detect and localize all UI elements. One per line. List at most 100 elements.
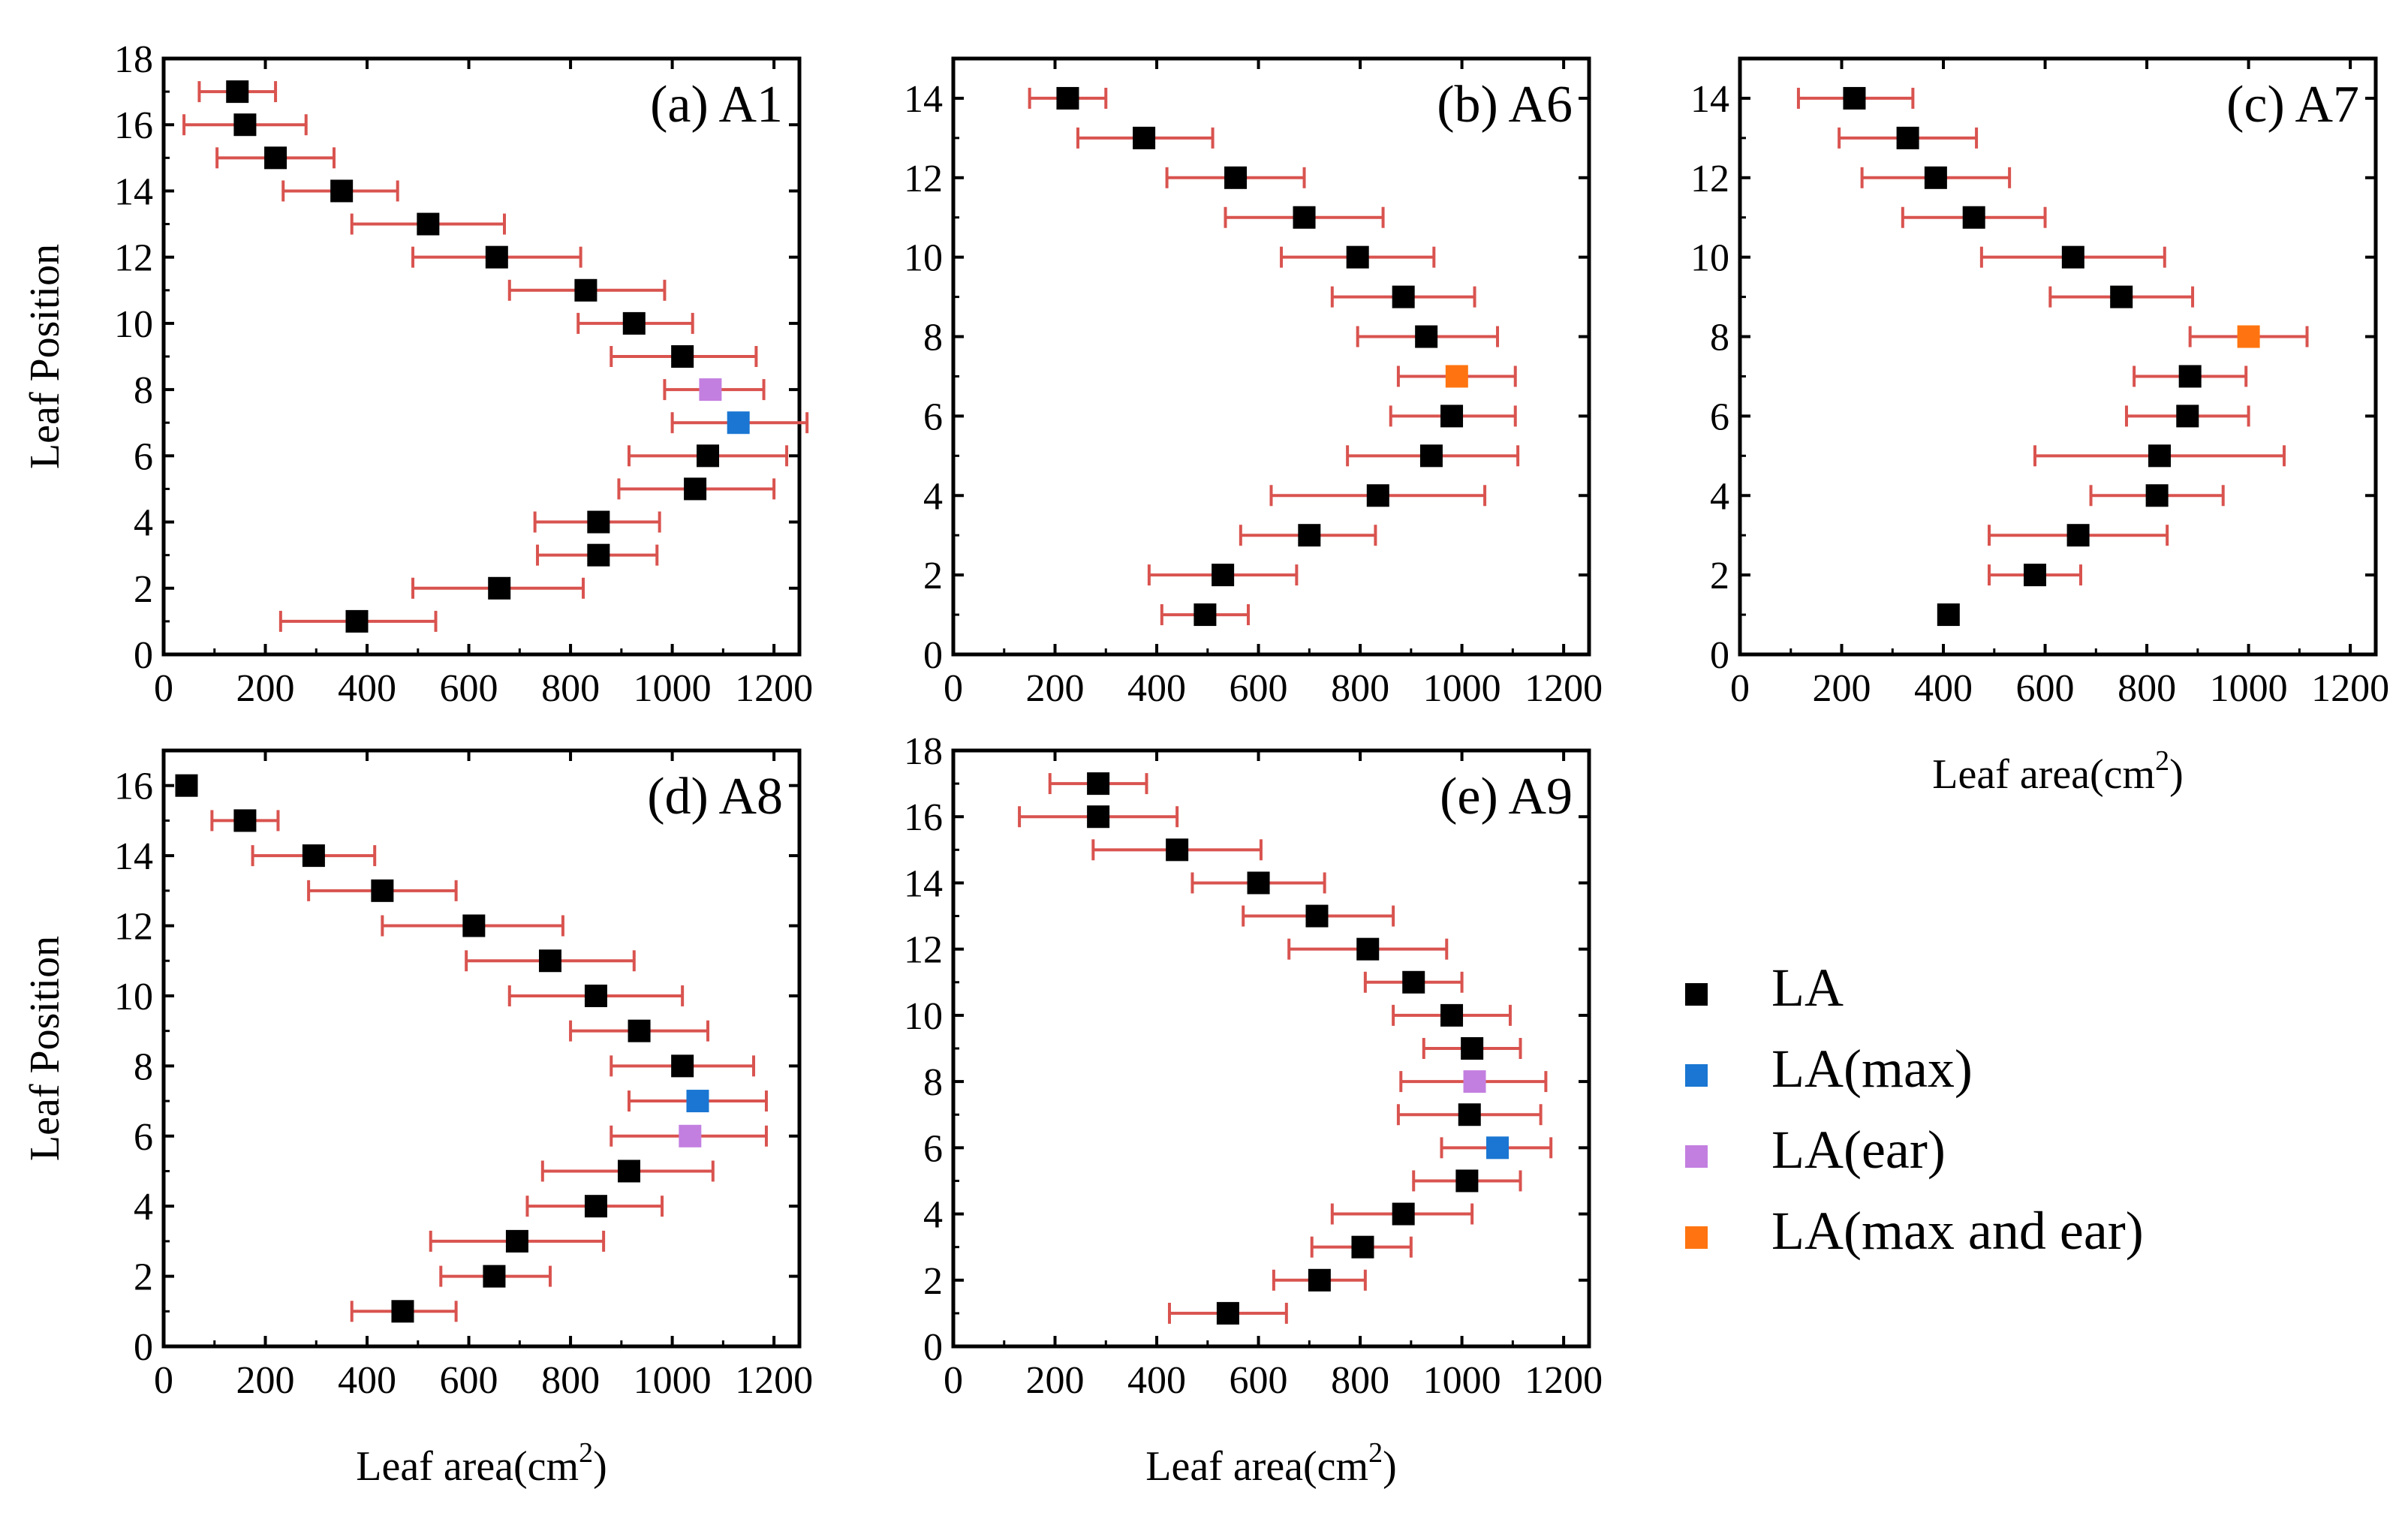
- data-point-LA: [371, 879, 394, 902]
- y-axis-title: Leaf Position: [22, 244, 68, 469]
- y-tick-label: 4: [1710, 475, 1729, 518]
- data-point-LA: [226, 80, 249, 104]
- legend-swatch: [1685, 1064, 1708, 1087]
- y-tick-label: 2: [134, 1256, 153, 1299]
- x-tick-label: 1200: [2311, 667, 2389, 710]
- panel-c: 0 200 400 600 800 1000 1200 0 2 4 6 8 10 12 14 (c) A7 Le…: [1690, 56, 2389, 798]
- y-tick-label: 12: [1690, 158, 1729, 200]
- y-tick-label: 18: [904, 730, 943, 773]
- x-tick-label: 200: [1026, 1359, 1085, 1402]
- x-axis-title: Leaf area(cm2): [356, 1437, 607, 1490]
- y-tick-label: 6: [134, 1116, 153, 1159]
- data-point-LA: [671, 1054, 694, 1078]
- x-tick-label: 1000: [1423, 1359, 1501, 1402]
- y-tick-label: 14: [114, 835, 153, 878]
- legend-swatch: [1685, 1226, 1708, 1249]
- data-point-LA: [1216, 1301, 1239, 1325]
- plot-frame: [951, 56, 1591, 657]
- y-tick-label: 12: [114, 906, 153, 949]
- y-tick-label: 4: [134, 1186, 153, 1229]
- x-axis-title: Leaf area(cm2): [1145, 1437, 1397, 1490]
- x-tick-label: 0: [1730, 667, 1750, 710]
- data-point-maxear: [2237, 325, 2260, 348]
- y-tick-label: 16: [114, 104, 153, 147]
- x-tick-label: 800: [1331, 667, 1389, 710]
- data-point-maxear: [1445, 365, 1468, 388]
- y-tick-label: 6: [923, 396, 943, 438]
- y-tick-label: 6: [923, 1127, 943, 1170]
- panel-title: (d) A8: [647, 768, 783, 826]
- x-tick-label: 0: [944, 1359, 963, 1402]
- y-tick-label: 0: [134, 634, 153, 677]
- x-tick-label: 0: [154, 667, 173, 710]
- data-point-LA: [485, 245, 508, 269]
- y-tick-label: 4: [134, 502, 153, 545]
- data-point-max: [686, 1090, 709, 1113]
- x-tick-label: 400: [1127, 1359, 1186, 1402]
- y-tick-label: 4: [923, 475, 943, 518]
- y-tick-label: 18: [114, 38, 153, 81]
- data-point-LA: [1212, 564, 1235, 587]
- data-point-LA: [1351, 1235, 1374, 1259]
- legend-swatch: [1685, 1145, 1708, 1168]
- data-point-LA: [391, 1300, 414, 1323]
- data-point-LA: [1455, 1169, 1479, 1193]
- y-tick-label: 8: [134, 369, 153, 412]
- y-tick-label: 10: [904, 995, 943, 1038]
- x-tick-label: 1000: [634, 1359, 712, 1402]
- y-tick-label: 0: [134, 1326, 153, 1369]
- data-point-LA: [1937, 603, 1960, 627]
- y-tick-label: 4: [923, 1194, 943, 1237]
- data-point-LA: [574, 278, 597, 302]
- data-point-LA: [1166, 838, 1189, 862]
- x-tick-label: 1200: [1525, 667, 1603, 710]
- data-point-LA: [2066, 524, 2090, 547]
- data-point-LA: [2176, 405, 2199, 428]
- data-point-LA: [671, 345, 694, 368]
- x-tick-label: 0: [944, 667, 963, 710]
- data-point-LA: [1087, 805, 1110, 829]
- data-point-LA: [1305, 904, 1329, 928]
- data-point-LA: [233, 113, 257, 137]
- x-tick-label: 800: [541, 667, 600, 710]
- data-point-LA: [538, 949, 561, 973]
- data-point-LA: [584, 1195, 607, 1218]
- data-point-LA: [1440, 1003, 1464, 1027]
- data-point-LA: [1087, 772, 1110, 796]
- panel-e: 0 200 400 600 800 1000 1200 0 2 4 6 8 10 12 14 16 18 (e) …: [904, 730, 1603, 1490]
- data-point-LA: [584, 984, 607, 1007]
- panel-title: (c) A7: [2226, 76, 2359, 134]
- x-tick-label: 200: [1813, 667, 1871, 710]
- data-point-LA: [417, 212, 440, 236]
- data-point-LA: [1392, 285, 1415, 308]
- x-tick-label: 800: [1331, 1359, 1389, 1402]
- legend-swatch: [1685, 983, 1708, 1006]
- x-tick-label: 200: [1026, 667, 1085, 710]
- data-point-LA: [1392, 1202, 1415, 1226]
- data-point-LA: [1402, 970, 1425, 994]
- data-point-LA: [1458, 1103, 1481, 1126]
- legend-label: LA(ear): [1771, 1120, 1946, 1180]
- x-tick-label: 400: [1127, 667, 1186, 710]
- data-point-LA: [1415, 325, 1438, 348]
- data-point-LA: [618, 1160, 641, 1183]
- data-point-max: [1486, 1136, 1510, 1160]
- y-tick-label: 16: [904, 796, 943, 839]
- y-tick-label: 8: [923, 1061, 943, 1104]
- data-point-ear: [699, 378, 722, 402]
- legend-label: LA: [1771, 958, 1844, 1018]
- y-tick-label: 2: [923, 555, 943, 597]
- y-tick-label: 12: [904, 929, 943, 972]
- data-point-LA: [1056, 86, 1079, 110]
- y-tick-label: 14: [904, 78, 943, 121]
- y-tick-label: 10: [114, 303, 153, 346]
- data-point-LA: [462, 914, 486, 937]
- plot-frame: [1738, 56, 2378, 657]
- panel-d: 0 200 400 600 800 1000 1200 0 2 4 6 8 10 12 14 16 (d) A8…: [22, 748, 813, 1490]
- x-tick-label: 400: [338, 1359, 396, 1402]
- data-point-LA: [1896, 126, 1919, 149]
- x-tick-label: 800: [2118, 667, 2176, 710]
- y-tick-label: 2: [1710, 555, 1729, 597]
- x-tick-label: 400: [1914, 667, 1973, 710]
